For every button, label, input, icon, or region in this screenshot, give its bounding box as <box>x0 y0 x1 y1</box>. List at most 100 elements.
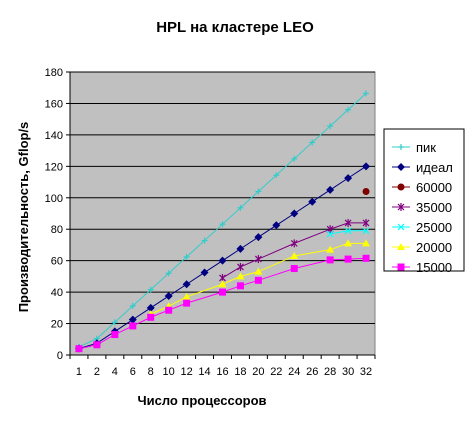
legend-label: 20000 <box>416 240 452 255</box>
y-tick-label: 120 <box>45 161 63 173</box>
series-7-point <box>344 255 352 263</box>
y-tick-label: 160 <box>45 98 63 110</box>
series-6-line <box>150 242 367 315</box>
series-1-point <box>345 106 352 113</box>
series-6-point <box>344 239 353 247</box>
series-7-point <box>129 322 137 330</box>
x-tick-label: 4 <box>112 366 118 378</box>
series-2-point <box>308 197 317 206</box>
series-2-point <box>326 185 335 194</box>
series-4 <box>219 218 370 282</box>
series-6-point <box>182 292 191 300</box>
series-6-point <box>218 280 227 288</box>
x-tick-label: 26 <box>306 366 318 378</box>
x-axis-title: Число процессоров <box>137 393 266 408</box>
series-7-point <box>165 306 173 314</box>
x-tick-label: 22 <box>270 366 282 378</box>
series-3 <box>362 187 370 195</box>
legend-marker <box>397 243 405 250</box>
x-tick-label: 30 <box>342 366 354 378</box>
x-tick-label: 2 <box>94 366 100 378</box>
series-1-point <box>273 172 280 179</box>
series-2-point <box>146 303 155 312</box>
legend-label: идеал <box>416 160 453 175</box>
series-1-point <box>291 155 298 162</box>
plot-background <box>69 71 376 356</box>
series-7-point <box>362 254 370 262</box>
series-2-point <box>182 280 191 289</box>
x-tick-label: 32 <box>360 366 372 378</box>
series-5-point <box>362 227 370 235</box>
series-6-point <box>290 251 299 259</box>
series-2-point <box>272 221 281 230</box>
x-tick-label: 8 <box>148 366 154 378</box>
y-tick-label: 80 <box>51 224 63 236</box>
series-2-point <box>254 233 263 242</box>
series-1-point <box>129 302 136 309</box>
series-1-point <box>183 253 190 260</box>
chart-title: HPL на кластере LEO <box>156 19 314 36</box>
y-tick-label: 20 <box>51 319 63 331</box>
series-1-point <box>219 221 226 228</box>
series-7-point <box>147 313 155 321</box>
series-7-point <box>219 288 226 296</box>
series-7-point <box>290 265 298 273</box>
legend-marker <box>398 144 404 150</box>
series-5 <box>326 227 370 238</box>
series-2-point <box>344 174 353 183</box>
series-2-point <box>128 315 137 324</box>
series-4-point <box>290 239 298 248</box>
legend-item: идеал <box>392 160 453 175</box>
series-1-point <box>111 319 118 326</box>
legend-label: 25000 <box>416 220 452 235</box>
legend-label: пик <box>416 140 436 155</box>
x-tick-label: 28 <box>324 366 336 378</box>
y-axis-title: Производительность, Gflop/s <box>16 122 31 313</box>
legend-label: 15000 <box>416 260 452 275</box>
legend-item: 15000 <box>392 260 452 275</box>
series-1-point <box>237 204 244 211</box>
y-tick-label: 0 <box>57 350 63 362</box>
x-tick-label: 10 <box>163 366 175 378</box>
y-tick-label: 100 <box>45 193 63 205</box>
series-1-point <box>363 90 370 97</box>
x-tick-label: 20 <box>252 366 264 378</box>
legend-marker <box>397 223 405 231</box>
x-tick-label: 18 <box>234 366 246 378</box>
series-2-point <box>218 256 227 265</box>
series-6-point <box>254 267 263 275</box>
x-tick-label: 16 <box>216 366 228 378</box>
series-4-point <box>254 255 262 264</box>
series-3-point <box>362 187 370 195</box>
legend-label: 35000 <box>416 200 452 215</box>
legend: пик идеал 60000 35000 25000 20000 15000 <box>383 128 465 275</box>
legend-item: пик <box>392 140 436 155</box>
series-6-point <box>362 239 371 247</box>
series-7-point <box>236 282 244 290</box>
series-5-point <box>344 227 352 235</box>
legend-marker <box>397 183 405 191</box>
series-4-point <box>362 218 370 227</box>
series-6-point <box>236 272 245 280</box>
legend-marker <box>397 163 405 171</box>
legend-label: 60000 <box>416 180 452 195</box>
x-tick-label: 14 <box>198 366 210 378</box>
legend-item: 20000 <box>392 240 452 255</box>
y-tick-label: 140 <box>45 130 63 142</box>
legend-item: 60000 <box>392 180 452 195</box>
series-4-point <box>344 218 352 227</box>
series-1-point <box>255 188 262 195</box>
legend-marker <box>397 263 405 271</box>
series-1-point <box>309 139 316 146</box>
y-tick-label: 40 <box>51 287 63 299</box>
series-7-point <box>254 276 262 284</box>
series-2-point <box>236 244 245 253</box>
x-tick-label: 12 <box>180 366 192 378</box>
series-1-point <box>165 270 172 277</box>
series-7-point <box>111 331 119 339</box>
series-7-point <box>93 341 101 349</box>
series-1-point <box>147 286 154 293</box>
x-tick-label: 6 <box>130 366 136 378</box>
